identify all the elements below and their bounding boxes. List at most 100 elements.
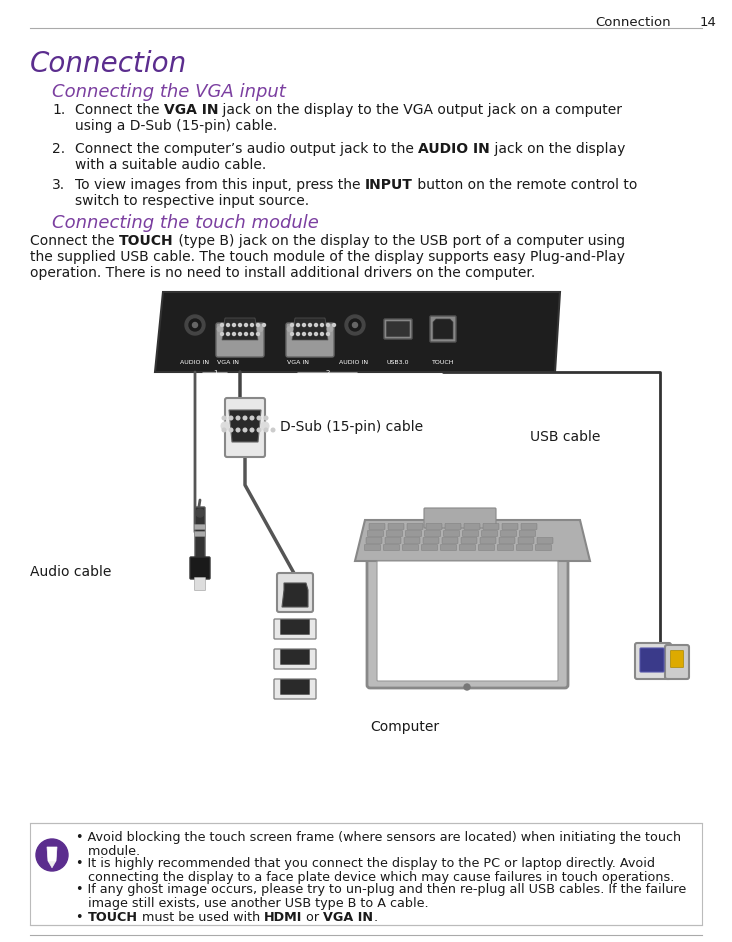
Text: 3.: 3.: [52, 178, 65, 192]
Circle shape: [257, 429, 261, 431]
Circle shape: [296, 323, 299, 327]
Text: • Avoid blocking the touch screen frame (where sensors are located) when initiat: • Avoid blocking the touch screen frame …: [76, 831, 681, 844]
FancyBboxPatch shape: [498, 544, 514, 550]
FancyBboxPatch shape: [442, 538, 458, 544]
Circle shape: [353, 322, 357, 328]
Text: 1.: 1.: [52, 103, 65, 117]
FancyBboxPatch shape: [422, 544, 438, 550]
FancyBboxPatch shape: [520, 530, 536, 537]
Circle shape: [250, 323, 253, 327]
Circle shape: [302, 323, 305, 327]
Circle shape: [315, 333, 318, 335]
Text: 1: 1: [213, 370, 217, 376]
FancyBboxPatch shape: [195, 577, 206, 591]
Circle shape: [296, 333, 299, 335]
FancyBboxPatch shape: [216, 323, 264, 357]
Text: 2: 2: [326, 370, 330, 376]
Circle shape: [257, 416, 261, 420]
Circle shape: [229, 429, 233, 431]
FancyBboxPatch shape: [195, 531, 206, 537]
Circle shape: [332, 323, 335, 327]
FancyBboxPatch shape: [369, 524, 385, 529]
FancyBboxPatch shape: [404, 538, 420, 544]
FancyBboxPatch shape: [386, 321, 409, 336]
Text: Connecting the VGA input: Connecting the VGA input: [52, 83, 285, 101]
Text: TOUCH: TOUCH: [88, 911, 138, 924]
Circle shape: [326, 323, 329, 327]
Polygon shape: [222, 318, 258, 340]
Text: operation. There is no need to install additional drivers on the computer.: operation. There is no need to install a…: [30, 266, 535, 280]
Text: module.: module.: [76, 845, 140, 858]
Text: VGA IN: VGA IN: [324, 911, 373, 924]
FancyBboxPatch shape: [482, 530, 498, 537]
Text: or: or: [302, 911, 324, 924]
FancyBboxPatch shape: [423, 538, 439, 544]
Circle shape: [271, 429, 274, 431]
Text: 2.: 2.: [52, 142, 65, 156]
FancyBboxPatch shape: [536, 544, 551, 550]
Circle shape: [229, 416, 233, 420]
Circle shape: [223, 429, 225, 431]
Text: switch to respective input source.: switch to respective input source.: [75, 194, 309, 208]
Text: Computer: Computer: [370, 720, 439, 734]
Circle shape: [236, 416, 240, 420]
Text: Connecting the touch module: Connecting the touch module: [52, 214, 319, 232]
Circle shape: [223, 416, 225, 420]
Text: Connection: Connection: [30, 50, 187, 78]
Text: To view images from this input, press the: To view images from this input, press th…: [75, 178, 365, 192]
Text: Connection: Connection: [595, 16, 671, 29]
Circle shape: [243, 429, 247, 431]
FancyBboxPatch shape: [406, 530, 422, 537]
FancyBboxPatch shape: [665, 645, 689, 679]
FancyBboxPatch shape: [280, 620, 310, 635]
FancyBboxPatch shape: [277, 573, 313, 612]
FancyBboxPatch shape: [517, 544, 532, 550]
Circle shape: [221, 422, 229, 430]
Text: •: •: [76, 911, 88, 924]
FancyBboxPatch shape: [367, 530, 384, 537]
FancyBboxPatch shape: [195, 525, 206, 529]
Circle shape: [327, 326, 333, 332]
FancyBboxPatch shape: [426, 524, 442, 529]
FancyBboxPatch shape: [463, 530, 479, 537]
Circle shape: [226, 333, 230, 335]
FancyBboxPatch shape: [499, 538, 515, 544]
FancyBboxPatch shape: [367, 552, 568, 688]
FancyBboxPatch shape: [460, 544, 476, 550]
Circle shape: [233, 333, 236, 335]
FancyBboxPatch shape: [501, 530, 517, 537]
Circle shape: [291, 323, 294, 327]
Circle shape: [189, 319, 201, 331]
Text: AUDIO IN: AUDIO IN: [340, 360, 369, 365]
Text: D-Sub (15-pin) cable: D-Sub (15-pin) cable: [280, 420, 423, 434]
FancyBboxPatch shape: [407, 524, 423, 529]
Text: USB3.0: USB3.0: [386, 360, 409, 365]
FancyBboxPatch shape: [385, 538, 401, 544]
Circle shape: [220, 323, 223, 327]
FancyBboxPatch shape: [377, 561, 558, 681]
FancyBboxPatch shape: [384, 544, 400, 550]
Text: • If any ghost image occurs, please try to un-plug and then re-plug all USB cabl: • If any ghost image occurs, please try …: [76, 883, 687, 896]
FancyBboxPatch shape: [403, 544, 419, 550]
Circle shape: [244, 323, 247, 327]
Polygon shape: [48, 861, 56, 868]
Text: INPUT: INPUT: [365, 178, 413, 192]
Circle shape: [193, 322, 198, 328]
Circle shape: [264, 416, 268, 420]
Circle shape: [308, 333, 312, 335]
FancyBboxPatch shape: [274, 619, 316, 639]
Circle shape: [321, 323, 324, 327]
FancyBboxPatch shape: [195, 507, 205, 561]
Circle shape: [220, 333, 223, 335]
FancyBboxPatch shape: [441, 544, 457, 550]
FancyBboxPatch shape: [502, 524, 518, 529]
Circle shape: [239, 323, 242, 327]
Circle shape: [257, 326, 263, 332]
FancyBboxPatch shape: [280, 649, 310, 664]
Circle shape: [464, 684, 470, 690]
FancyBboxPatch shape: [461, 538, 477, 544]
FancyBboxPatch shape: [479, 544, 495, 550]
Text: Connect the computer’s audio output jack to the: Connect the computer’s audio output jack…: [75, 142, 418, 156]
FancyBboxPatch shape: [635, 643, 671, 679]
Circle shape: [36, 839, 68, 871]
